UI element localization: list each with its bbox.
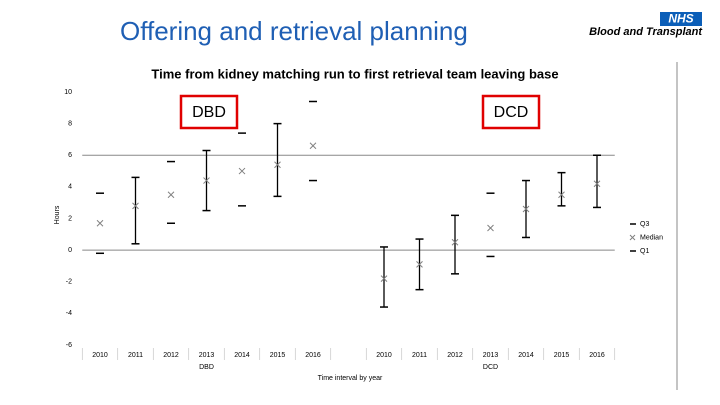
legend-label: Q3 xyxy=(640,221,649,228)
x-tick-label: 2011 xyxy=(412,352,427,359)
x-tick-label: 2010 xyxy=(92,352,108,359)
median-marker xyxy=(416,261,423,268)
median-marker xyxy=(238,167,246,175)
x-axis-label: Time interval by year xyxy=(318,375,383,382)
logo-text: Blood and Transplant xyxy=(589,26,703,38)
median-marker xyxy=(167,191,175,199)
median-marker xyxy=(487,224,494,232)
y-tick-label: -2 xyxy=(66,279,72,286)
x-tick-label: 2014 xyxy=(518,352,534,359)
slide-title: Offering and retrieval planning xyxy=(120,16,468,46)
annotation-box xyxy=(481,94,541,130)
group-label: DBD xyxy=(199,364,214,371)
y-tick-label: 6 xyxy=(68,152,72,159)
median-marker xyxy=(274,161,281,169)
median-marker xyxy=(203,177,210,184)
median-marker xyxy=(593,180,601,188)
x-tick-label: 2013 xyxy=(483,352,499,359)
median-marker xyxy=(451,238,459,246)
y-tick-label: 4 xyxy=(68,184,72,191)
y-tick-label: -4 xyxy=(66,310,72,317)
x-tick-label: 2013 xyxy=(199,352,215,359)
x-tick-label: 2012 xyxy=(447,352,463,359)
y-tick-label: 10 xyxy=(64,89,72,96)
x-tick-label: 2014 xyxy=(234,352,250,359)
x-tick-label: 2016 xyxy=(305,352,321,359)
x-tick-label: 2011 xyxy=(128,352,143,359)
legend-label: Q1 xyxy=(640,248,649,255)
median-marker xyxy=(380,275,388,282)
chart-title: Time from kidney matching run to first r… xyxy=(151,66,558,81)
legend-marker xyxy=(629,234,636,241)
group-label: DCD xyxy=(483,364,498,371)
y-tick-label: 0 xyxy=(68,247,72,254)
median-marker xyxy=(309,142,317,150)
y-tick-label: 2 xyxy=(68,215,72,222)
x-tick-label: 2015 xyxy=(554,352,570,359)
nhs-logo-box xyxy=(660,12,702,26)
legend-label: Median xyxy=(640,234,663,241)
x-tick-label: 2016 xyxy=(589,352,605,359)
annotation-box xyxy=(179,94,239,130)
x-tick-label: 2010 xyxy=(376,352,392,359)
median-marker xyxy=(558,191,565,199)
annotation: DCD xyxy=(494,104,529,121)
y-tick-label: 8 xyxy=(68,120,72,127)
y-tick-label: -6 xyxy=(66,342,72,349)
y-axis-label: Hours xyxy=(54,205,61,224)
x-tick-label: 2015 xyxy=(270,352,286,359)
x-tick-label: 2012 xyxy=(163,352,179,359)
median-marker xyxy=(522,205,530,213)
annotation: DBD xyxy=(192,104,226,121)
median-marker xyxy=(132,202,139,210)
median-marker xyxy=(96,219,104,227)
nhs-logo: NHS xyxy=(668,12,693,26)
